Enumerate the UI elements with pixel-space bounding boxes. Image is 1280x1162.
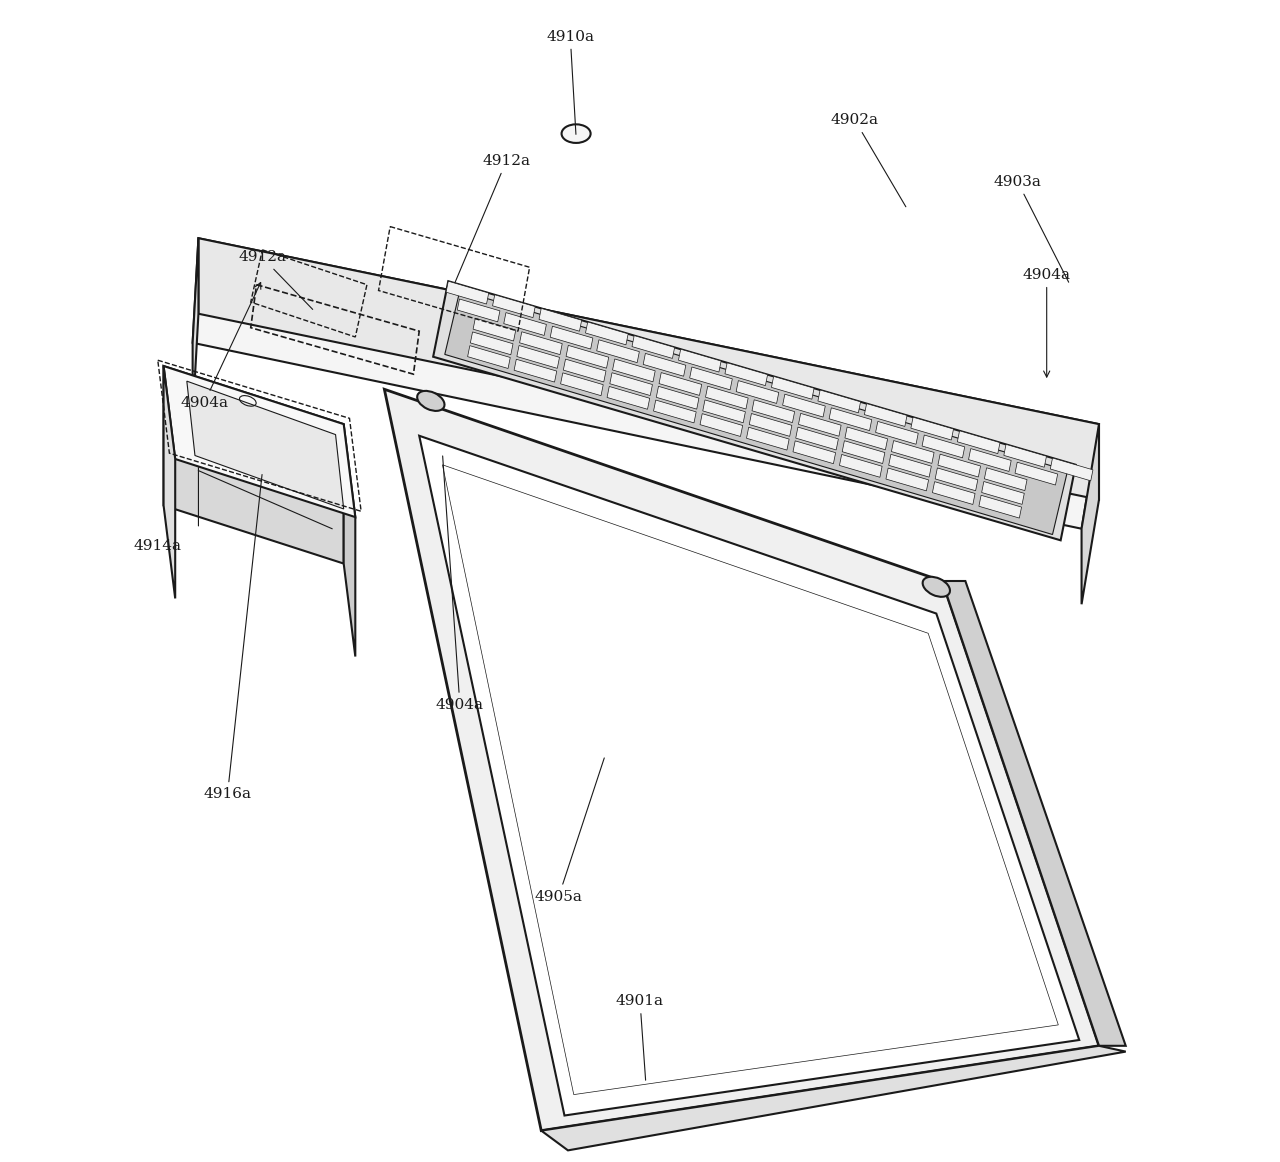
Polygon shape (772, 376, 814, 400)
Polygon shape (842, 440, 884, 464)
Text: 4904a: 4904a (436, 456, 484, 712)
Text: 4903a: 4903a (993, 175, 1069, 282)
Polygon shape (164, 366, 344, 564)
Polygon shape (932, 482, 975, 504)
Polygon shape (751, 400, 795, 423)
Polygon shape (164, 366, 175, 598)
Polygon shape (886, 468, 928, 490)
Polygon shape (474, 318, 516, 340)
Polygon shape (1051, 458, 1093, 481)
Polygon shape (539, 308, 581, 331)
Text: 4914a: 4914a (134, 539, 182, 553)
Polygon shape (876, 422, 918, 444)
Polygon shape (891, 440, 934, 464)
Polygon shape (657, 386, 699, 409)
Polygon shape (607, 387, 650, 409)
Polygon shape (654, 400, 696, 423)
Polygon shape (198, 238, 1100, 500)
Polygon shape (585, 322, 628, 345)
Polygon shape (829, 408, 872, 431)
Polygon shape (445, 281, 489, 304)
Polygon shape (938, 454, 980, 478)
Polygon shape (746, 428, 790, 450)
Polygon shape (344, 424, 356, 657)
Polygon shape (864, 403, 908, 426)
Polygon shape (632, 336, 675, 358)
Polygon shape (749, 414, 792, 437)
Polygon shape (192, 238, 1100, 529)
Polygon shape (563, 359, 605, 382)
Polygon shape (1015, 462, 1057, 485)
Polygon shape (643, 353, 686, 376)
Polygon shape (457, 299, 500, 322)
Polygon shape (659, 373, 701, 395)
Polygon shape (979, 495, 1021, 518)
Polygon shape (690, 367, 732, 389)
Polygon shape (550, 327, 593, 349)
Polygon shape (467, 345, 511, 368)
Polygon shape (888, 454, 932, 478)
Text: 4904a: 4904a (1023, 268, 1070, 378)
Polygon shape (942, 581, 1125, 1046)
Polygon shape (799, 414, 841, 436)
Text: 4912a: 4912a (238, 251, 312, 309)
Polygon shape (1082, 424, 1100, 604)
Polygon shape (470, 332, 513, 354)
Polygon shape (957, 431, 1000, 453)
Polygon shape (384, 389, 1100, 1131)
Polygon shape (782, 394, 826, 417)
Polygon shape (840, 454, 882, 478)
Polygon shape (724, 363, 768, 386)
Polygon shape (969, 449, 1011, 472)
Polygon shape (845, 426, 887, 450)
Polygon shape (420, 436, 1079, 1116)
Polygon shape (596, 339, 639, 363)
Polygon shape (187, 381, 344, 509)
Polygon shape (493, 295, 535, 317)
Polygon shape (984, 468, 1027, 490)
Polygon shape (192, 238, 198, 418)
Polygon shape (982, 481, 1024, 504)
Polygon shape (818, 390, 860, 413)
Polygon shape (700, 414, 742, 437)
Polygon shape (433, 281, 1075, 540)
Polygon shape (703, 400, 745, 423)
Polygon shape (504, 313, 547, 336)
Polygon shape (444, 290, 1068, 535)
Polygon shape (705, 386, 748, 409)
Ellipse shape (417, 390, 444, 411)
Ellipse shape (562, 124, 590, 143)
Polygon shape (164, 366, 356, 517)
Ellipse shape (923, 576, 950, 597)
Polygon shape (613, 359, 655, 382)
Polygon shape (1004, 444, 1047, 467)
Text: 4910a: 4910a (547, 30, 594, 135)
Polygon shape (911, 417, 954, 440)
Polygon shape (541, 1046, 1125, 1150)
Polygon shape (796, 428, 838, 450)
Polygon shape (794, 440, 836, 464)
Polygon shape (922, 435, 965, 458)
Polygon shape (561, 373, 603, 396)
Text: 4912a: 4912a (456, 155, 530, 282)
Text: 4905a: 4905a (535, 758, 604, 904)
Polygon shape (936, 468, 978, 490)
Polygon shape (443, 465, 1059, 1095)
Polygon shape (515, 359, 557, 382)
Polygon shape (678, 350, 721, 372)
Polygon shape (566, 345, 609, 368)
Text: 4916a: 4916a (204, 474, 262, 802)
Polygon shape (517, 345, 559, 368)
Text: 4901a: 4901a (616, 995, 664, 1081)
Polygon shape (609, 373, 653, 395)
Polygon shape (736, 381, 778, 403)
Text: 4902a: 4902a (831, 114, 906, 207)
Polygon shape (520, 332, 562, 354)
Text: 4904a: 4904a (180, 282, 261, 410)
